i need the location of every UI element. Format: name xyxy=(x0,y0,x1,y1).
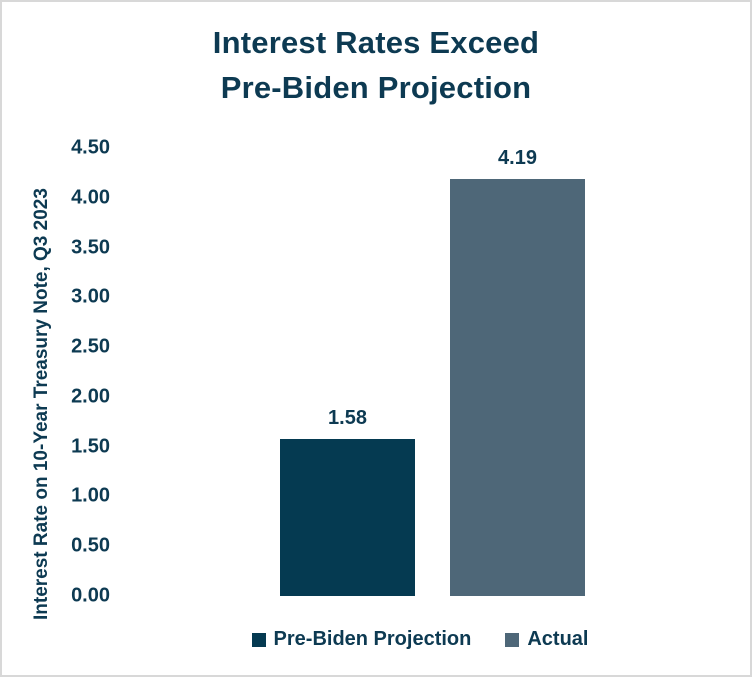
y-tick-label: 0.00 xyxy=(71,584,110,607)
chart-title-line-2: Pre-Biden Projection xyxy=(220,70,532,105)
y-tick-label: 4.50 xyxy=(71,136,110,159)
legend-marker-icon xyxy=(251,632,266,647)
plot-area: 1.58 4.19 xyxy=(117,146,723,596)
y-tick-label: 4.00 xyxy=(71,186,110,209)
y-tick-label: 2.50 xyxy=(71,335,110,358)
legend-marker-icon xyxy=(505,632,520,647)
legend-label: Actual xyxy=(527,628,589,650)
y-tick-label: 1.50 xyxy=(71,435,110,458)
bar-pre-biden-projection xyxy=(280,438,415,596)
data-label-actual: 4.19 xyxy=(498,146,537,169)
data-label-pre-biden-projection: 1.58 xyxy=(328,406,367,429)
y-tick-label: 2.00 xyxy=(71,385,110,408)
chart-title-line-1: Interest Rates Exceed xyxy=(212,25,540,60)
y-tick-label: 3.50 xyxy=(71,236,110,259)
y-tick-label: 1.00 xyxy=(71,484,110,507)
legend-item-actual: Actual xyxy=(505,628,588,651)
y-tick-label: 0.50 xyxy=(71,534,110,557)
legend: Pre-Biden Projection Actual xyxy=(117,628,723,651)
bar-actual xyxy=(450,178,585,596)
chart-title: Interest Rates Exceed Pre-Biden Projecti… xyxy=(2,20,750,110)
y-tick-label: 3.00 xyxy=(71,285,110,308)
legend-item-pre-biden-projection: Pre-Biden Projection xyxy=(251,628,472,651)
legend-label: Pre-Biden Projection xyxy=(273,628,472,650)
